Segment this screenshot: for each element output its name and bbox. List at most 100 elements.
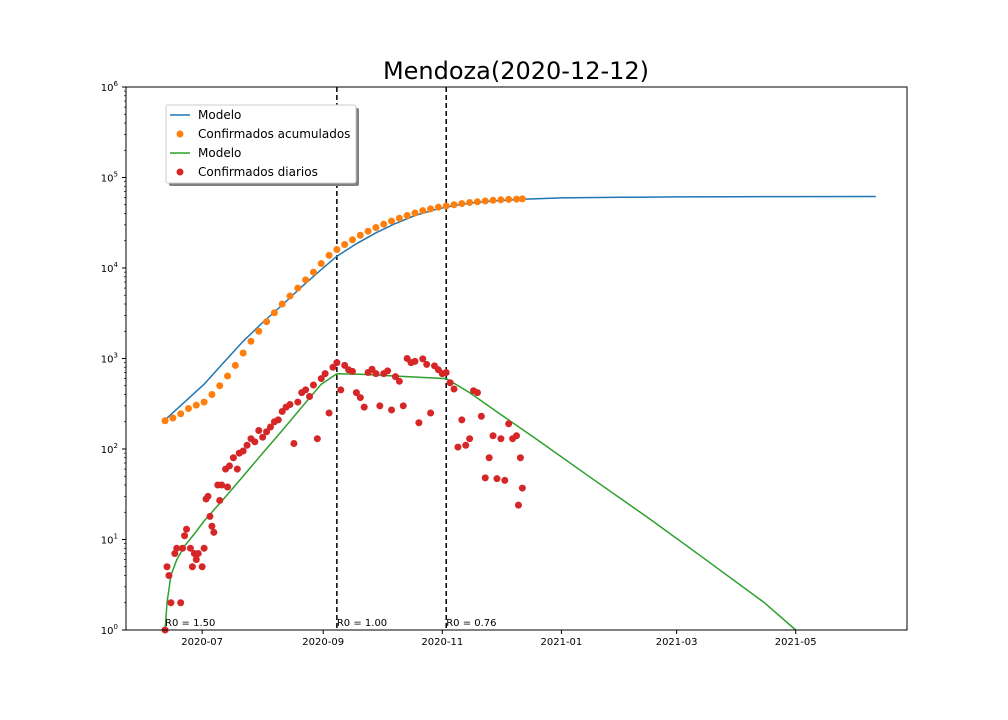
series-3-point — [216, 496, 224, 504]
series-3-point — [514, 501, 522, 509]
series-1-point — [411, 209, 419, 217]
y-tick-label: 101 — [101, 533, 118, 547]
series-3-point — [337, 386, 345, 394]
series-1-point — [348, 236, 356, 244]
series-1-point — [294, 284, 302, 292]
x-tick-label: 2020-09 — [302, 637, 344, 648]
series-1-point — [388, 217, 396, 225]
r0-annotation: R0 = 1.50 — [165, 618, 215, 629]
series-3-point — [251, 438, 259, 446]
legend: Modelo Confirmados acumulados Modelo Confir… — [165, 104, 359, 186]
series-3-point — [229, 454, 237, 462]
series-3-point — [200, 544, 208, 552]
series-3-point — [384, 367, 392, 375]
series-3-point — [372, 370, 380, 378]
series-3-point — [186, 544, 194, 552]
series-3-point — [163, 563, 171, 571]
series-3-point — [210, 528, 218, 536]
series-1-point — [481, 197, 489, 205]
series-3-point — [302, 386, 310, 394]
series-3-point — [329, 363, 337, 371]
series-1-point — [184, 405, 192, 413]
series-3-point — [427, 409, 435, 417]
series-3-point — [181, 532, 189, 540]
series-1-point — [224, 372, 232, 380]
series-3-point — [477, 412, 485, 420]
series-3-point — [183, 525, 191, 533]
series-1-point — [278, 300, 286, 308]
series-3-point — [266, 423, 274, 431]
series-3-point — [224, 483, 232, 491]
series-1-point — [427, 205, 435, 213]
legend-entry-label: Modelo — [198, 108, 241, 122]
series-3-point — [208, 522, 216, 530]
legend-entry-label: Confirmados acumulados — [198, 127, 350, 141]
series-3-point — [493, 475, 501, 483]
series-1-point — [247, 337, 255, 345]
series-1-point — [286, 292, 294, 300]
series-1-point — [364, 227, 372, 235]
series-1-point — [466, 198, 474, 206]
series-3-point — [395, 377, 403, 385]
series-3-point — [501, 476, 509, 484]
series-1-point — [518, 195, 526, 203]
series-1-point — [403, 212, 411, 220]
series-3-point — [450, 385, 458, 393]
series-3-point — [167, 599, 175, 607]
series-3-point — [204, 492, 212, 500]
series-3-point — [376, 402, 384, 410]
series-3-point — [206, 512, 214, 520]
y-tick-label: 100 — [101, 623, 118, 637]
series-3-point — [388, 406, 396, 414]
series-1-point — [434, 203, 442, 211]
series-3-point — [179, 544, 187, 552]
series-3-point — [290, 440, 298, 448]
series-3-point — [171, 550, 179, 558]
series-3-point — [173, 544, 181, 552]
series-1-point — [177, 410, 185, 418]
series-1-point — [497, 196, 505, 204]
series-1-point — [302, 276, 310, 284]
series-1-point — [395, 214, 403, 222]
series-1-point — [442, 202, 450, 210]
x-tick-label: 2020-07 — [181, 637, 223, 648]
series-3-point — [516, 454, 524, 462]
series-3-point — [192, 556, 200, 564]
series-1-point — [356, 231, 364, 239]
series-line-2 — [164, 372, 797, 631]
series-3-point — [233, 465, 241, 473]
series-3-point — [165, 572, 173, 580]
series-3-point — [352, 389, 360, 397]
r0-annotation: R0 = 1.00 — [337, 618, 387, 629]
series-1-point — [270, 309, 278, 317]
series-1-point — [450, 201, 458, 209]
series-3-point — [274, 416, 282, 424]
series-3-point — [198, 563, 206, 571]
series-1-point — [372, 224, 380, 232]
series-3-point — [263, 428, 271, 436]
series-3-point — [294, 398, 302, 406]
series-line-0 — [164, 195, 876, 421]
series-3-point — [518, 484, 526, 492]
x-tick-label: 2021-01 — [541, 637, 583, 648]
series-3-point — [309, 381, 317, 389]
series-3-point — [462, 441, 470, 449]
legend-dot-swatch — [176, 168, 184, 176]
series-3-point — [317, 375, 325, 383]
series-1-point — [380, 220, 388, 228]
series-3-point — [286, 401, 294, 409]
series-1-point — [208, 391, 216, 399]
series-1-point — [192, 401, 200, 409]
x-tick-label: 2021-03 — [656, 637, 698, 648]
chart-title: Mendoza(2020-12-12) — [383, 57, 649, 85]
legend-dot-swatch — [176, 130, 184, 138]
series-3-point — [218, 481, 226, 489]
series-1-point — [473, 198, 481, 206]
series-3-point — [485, 454, 493, 462]
series-1-point — [161, 417, 169, 425]
series-3-point — [313, 435, 321, 443]
series-1-point — [513, 195, 520, 203]
series-1-point — [341, 240, 349, 248]
y-tick-label: 103 — [101, 352, 118, 366]
